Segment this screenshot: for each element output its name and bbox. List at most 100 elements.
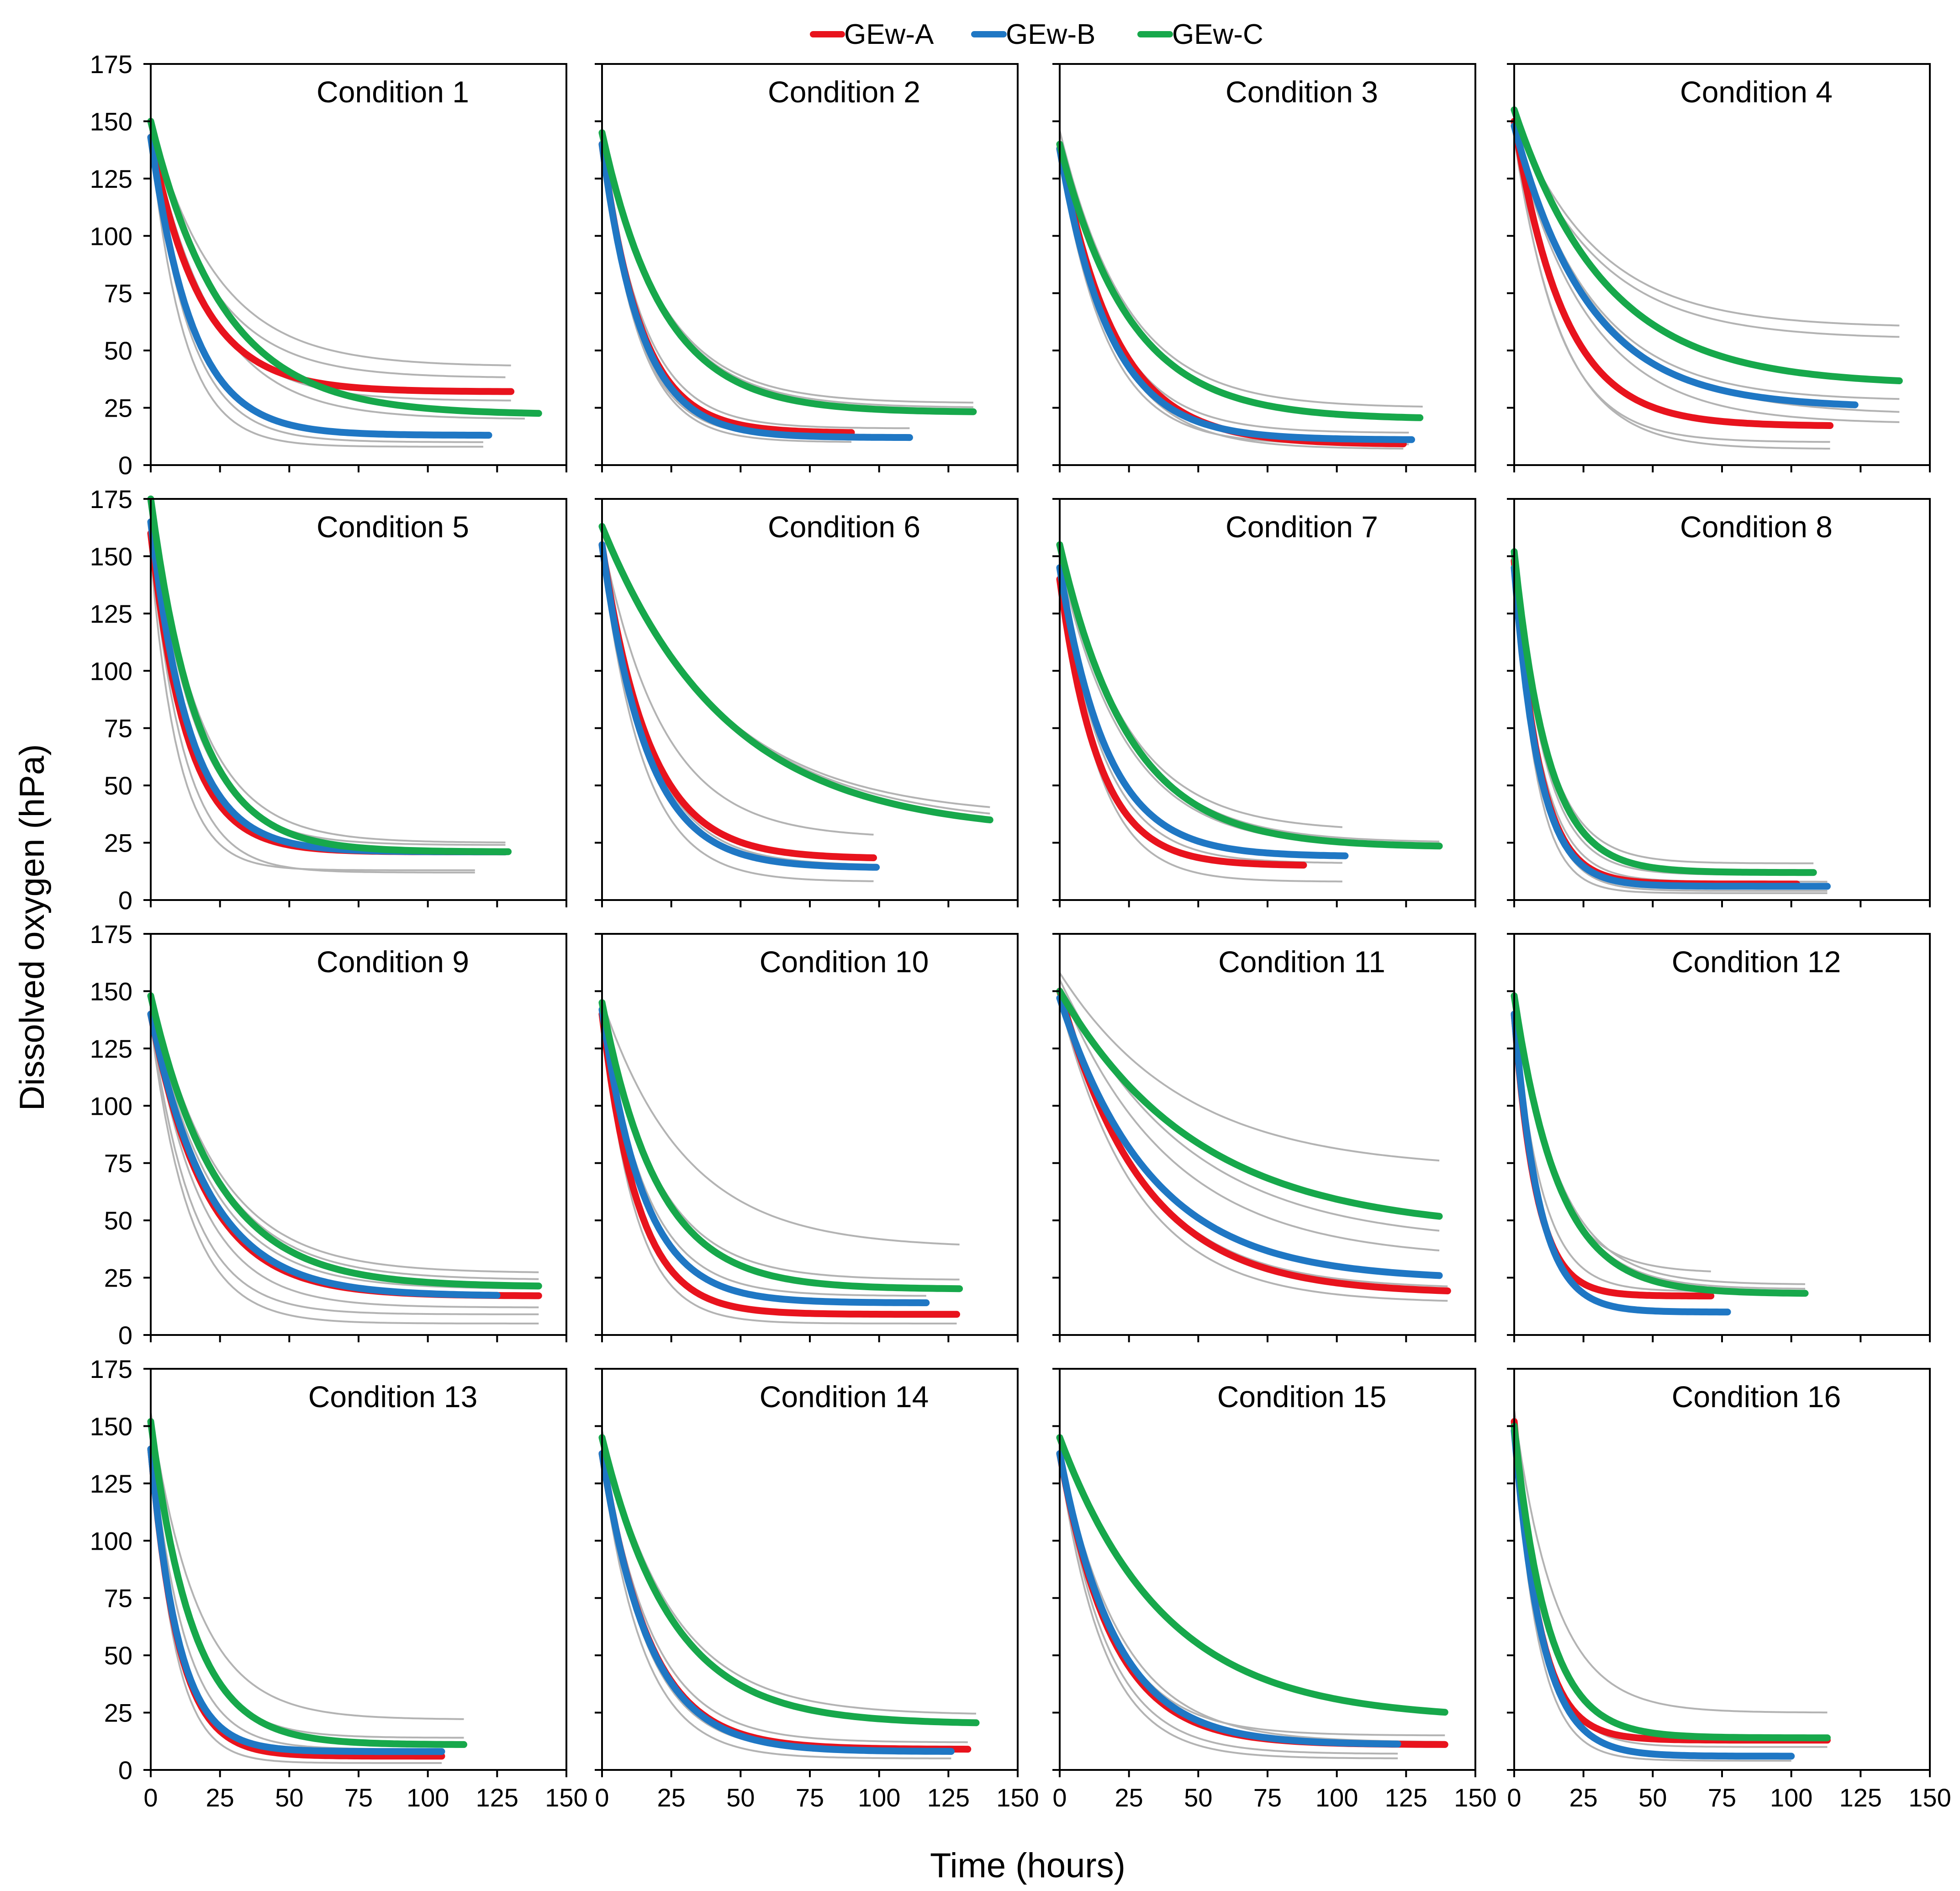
y-tick-label-condition-13-125: 125 — [90, 1469, 132, 1498]
y-tick-label-condition-1-25: 25 — [104, 394, 132, 423]
y-tick-label-condition-1-175: 175 — [90, 50, 132, 79]
series-line-gew-c-condition-11 — [1056, 987, 1443, 1220]
replicate-line-condition-9-3 — [150, 1005, 539, 1290]
replicate-line-condition-14-1 — [601, 1430, 977, 1715]
series-line-gew-b-condition-13 — [147, 1446, 445, 1755]
replicate-line-condition-9-6 — [150, 1023, 539, 1324]
series-line-gew-b-condition-3 — [1056, 145, 1415, 443]
panel-condition-11: Condition 11 — [1052, 933, 1476, 1342]
y-tick-label-condition-9-175: 175 — [90, 920, 132, 948]
panel-title-condition-1: Condition 1 — [317, 75, 469, 109]
y-tick-label-condition-13-175: 175 — [90, 1355, 132, 1383]
panel-frame-condition-6 — [601, 498, 1019, 901]
replicate-line-condition-13-5 — [150, 1453, 442, 1764]
replicate-line-condition-9-1 — [150, 991, 539, 1273]
series-line-gew-c-condition-14 — [598, 1434, 980, 1727]
series-line-gew-a-condition-6 — [598, 541, 877, 861]
panel-title-condition-9: Condition 9 — [317, 945, 469, 979]
replicate-line-condition-11-6 — [1059, 1000, 1448, 1302]
replicate-line-condition-11-2 — [1059, 979, 1440, 1232]
x-tick-label-condition-13-100: 100 — [407, 1783, 449, 1812]
x-tick-label-condition-15-50: 50 — [1184, 1783, 1212, 1812]
y-tick-label-condition-5-100: 100 — [90, 657, 132, 685]
replicate-line-condition-15-4 — [1059, 1460, 1398, 1759]
panel-title-condition-10: Condition 10 — [760, 945, 929, 979]
x-tick-label-condition-15-125: 125 — [1385, 1783, 1427, 1812]
y-tick-label-condition-13-25: 25 — [104, 1699, 132, 1727]
panel-title-condition-11: Condition 11 — [1218, 945, 1385, 979]
panel-condition-15: 0 25 50 75 100 125 150 Condition 15 — [1052, 1368, 1497, 1812]
panel-condition-6: Condition 6 — [595, 498, 1019, 907]
replicate-line-condition-7-4 — [1059, 572, 1342, 864]
replicate-line-condition-3-2 — [1059, 142, 1420, 417]
panel-condition-8: Condition 8 — [1507, 498, 1931, 907]
replicate-line-condition-5-1 — [150, 505, 506, 843]
series-line-gew-b-condition-4 — [1511, 122, 1859, 408]
panel-frame-condition-10 — [601, 933, 1019, 1336]
legend-entry-gew-c: GEw-C — [1137, 19, 1263, 50]
replicate-line-condition-4-7 — [1513, 137, 1830, 450]
y-tick-label-condition-1-75: 75 — [104, 279, 132, 308]
series-line-gew-c-condition-1 — [147, 117, 542, 417]
replicate-line-condition-6-4 — [601, 547, 877, 866]
x-tick-label-condition-13-50: 50 — [275, 1783, 303, 1812]
panel-condition-14: 0 25 50 75 100 125 150 Condition 14 — [595, 1368, 1039, 1812]
panel-title-condition-6: Condition 6 — [768, 510, 920, 544]
legend-entry-gew-b: GEw-B — [971, 19, 1095, 50]
series-line-gew-a-condition-11 — [1056, 987, 1451, 1294]
panel-title-condition-16: Condition 16 — [1672, 1380, 1841, 1414]
x-tick-label-condition-14-75: 75 — [796, 1783, 824, 1812]
x-tick-label-condition-14-150: 150 — [996, 1783, 1039, 1812]
series-line-gew-a-condition-7 — [1056, 576, 1307, 869]
replicate-line-condition-12-1 — [1513, 991, 1806, 1285]
y-tick-label-condition-5-75: 75 — [104, 714, 132, 743]
series-line-gew-a-condition-1 — [147, 134, 515, 395]
y-tick-label-condition-9-75: 75 — [104, 1149, 132, 1178]
panel-title-condition-7: Condition 7 — [1226, 510, 1378, 544]
x-tick-label-condition-16-125: 125 — [1839, 1783, 1882, 1812]
series-line-gew-c-condition-8 — [1511, 548, 1817, 876]
y-tick-label-condition-1-125: 125 — [90, 164, 132, 193]
replicate-line-condition-14-3 — [601, 1446, 968, 1743]
panel-title-condition-12: Condition 12 — [1672, 945, 1841, 979]
y-tick-label-condition-13-0: 0 — [118, 1756, 132, 1785]
replicate-line-condition-11-1 — [1059, 972, 1440, 1162]
replicate-line-condition-9-5 — [150, 1018, 539, 1315]
panel-condition-13: 0 25 50 75 100 125 150 0 25 50 75 100 125 150 175 Condi… — [90, 1355, 588, 1812]
series-line-gew-b-condition-15 — [1056, 1450, 1401, 1748]
y-tick-label-condition-9-125: 125 — [90, 1034, 132, 1063]
x-tick-label-condition-13-125: 125 — [476, 1783, 518, 1812]
y-tick-label-condition-1-150: 150 — [90, 107, 132, 136]
series-line-gew-b-condition-9 — [147, 1011, 501, 1299]
x-tick-label-condition-16-150: 150 — [1908, 1783, 1951, 1812]
panel-frame-condition-13 — [150, 1368, 567, 1771]
x-tick-label-condition-16-75: 75 — [1708, 1783, 1736, 1812]
series-line-gew-c-condition-2 — [598, 129, 977, 415]
replicate-line-condition-16-4 — [1513, 1437, 1791, 1757]
legend-label-gew-c: GEw-C — [1172, 19, 1263, 50]
replicate-line-condition-12-2 — [1513, 1000, 1806, 1290]
replicate-line-condition-10-2 — [601, 1005, 960, 1281]
series-line-gew-a-condition-4 — [1511, 117, 1834, 429]
legend-label-gew-b: GEw-B — [1006, 19, 1095, 50]
x-tick-label-condition-14-100: 100 — [858, 1783, 900, 1812]
series-line-gew-c-condition-16 — [1511, 1422, 1831, 1742]
replicate-line-condition-4-3 — [1513, 125, 1900, 400]
replicate-line-condition-1-5 — [150, 139, 483, 443]
replicate-line-condition-9-2 — [150, 998, 539, 1280]
x-tick-label-condition-13-150: 150 — [545, 1783, 587, 1812]
replicate-line-condition-16-1 — [1513, 1410, 1828, 1714]
y-tick-label-condition-9-50: 50 — [104, 1206, 132, 1235]
y-tick-label-condition-1-50: 50 — [104, 336, 132, 365]
panel-condition-3: Condition 3 — [1052, 63, 1476, 472]
replicate-line-condition-4-6 — [1513, 132, 1830, 443]
legend-label-gew-a: GEw-A — [844, 19, 934, 50]
legend-entry-gew-a: GEw-A — [810, 19, 934, 50]
x-tick-label-condition-15-75: 75 — [1253, 1783, 1282, 1812]
replicate-line-condition-1-2 — [150, 128, 506, 378]
panel-title-condition-5: Condition 5 — [317, 510, 469, 544]
replicate-line-condition-4-5 — [1513, 134, 1900, 423]
replicate-line-condition-15-3 — [1059, 1456, 1398, 1755]
y-tick-label-condition-5-25: 25 — [104, 829, 132, 858]
